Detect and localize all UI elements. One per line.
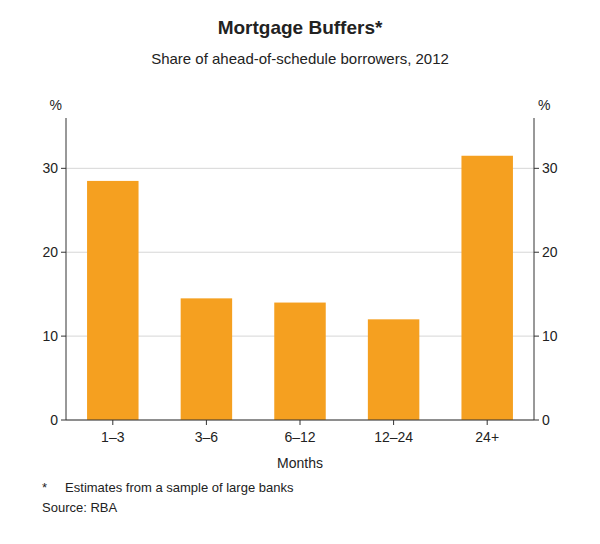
y2-tick-label: 20 xyxy=(542,244,558,260)
x-tick xyxy=(206,420,207,425)
y2-tick xyxy=(534,168,539,169)
y-tick xyxy=(61,336,66,337)
x-tick xyxy=(300,420,301,425)
footnote: Source: RBA xyxy=(42,500,117,515)
bar xyxy=(461,156,512,420)
y-tick-label: 30 xyxy=(42,160,58,176)
y2-tick xyxy=(534,420,539,421)
chart-container: Mortgage Buffers* Share of ahead-of-sched… xyxy=(0,0,600,544)
y2-tick xyxy=(534,336,539,337)
y-tick xyxy=(61,168,66,169)
bar xyxy=(87,181,138,420)
x-tick-label: 24+ xyxy=(475,429,499,445)
bar xyxy=(274,303,325,420)
y2-axis-line xyxy=(534,118,535,420)
footnote: * Estimates from a sample of large banks xyxy=(42,480,294,495)
title: Mortgage Buffers* xyxy=(218,17,383,38)
x-tick xyxy=(393,420,394,425)
y2-axis-label: % xyxy=(538,97,550,113)
y-axis-line xyxy=(66,118,67,420)
y-tick xyxy=(61,420,66,421)
x-tick-label: 6–12 xyxy=(284,429,315,445)
y2-tick xyxy=(534,252,539,253)
bars xyxy=(87,156,513,420)
x-tick-label: 12–24 xyxy=(374,429,413,445)
x-tick xyxy=(487,420,488,425)
y-tick xyxy=(61,252,66,253)
x-tick-label: 3–6 xyxy=(195,429,219,445)
y-axis-label: % xyxy=(50,97,62,113)
x-tick-label: 1–3 xyxy=(101,429,125,445)
y2-tick-label: 10 xyxy=(542,328,558,344)
x-axis-label: Months xyxy=(277,455,323,471)
x-tick xyxy=(112,420,113,425)
subtitle: Share of ahead-of-schedule borrowers, 20… xyxy=(151,50,449,67)
y-tick-label: 20 xyxy=(42,244,58,260)
chart-svg: Mortgage Buffers* Share of ahead-of-sched… xyxy=(0,0,600,544)
bar xyxy=(181,298,232,420)
bar xyxy=(368,319,419,420)
y-tick-label: 10 xyxy=(42,328,58,344)
y2-tick-label: 30 xyxy=(542,160,558,176)
y-tick-label: 0 xyxy=(50,412,58,428)
axes: 0 10 20 30 0 10 20 30 1–3 3–6 6–12 12–24 24+ xyxy=(42,118,557,445)
y2-tick-label: 0 xyxy=(542,412,550,428)
